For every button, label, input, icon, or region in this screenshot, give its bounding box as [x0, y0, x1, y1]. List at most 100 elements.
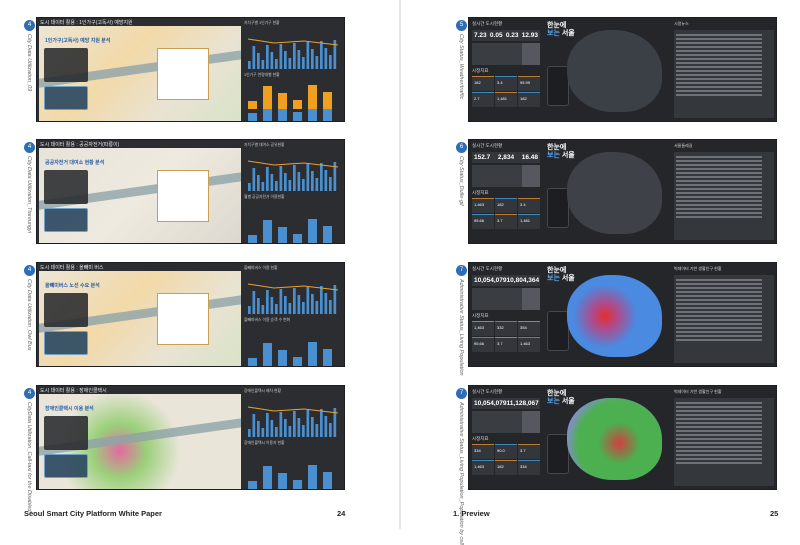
- indicator-cell: 95.99: [518, 76, 540, 91]
- summary-box: [472, 165, 540, 187]
- map: 1인가구(고독사) 예방 지원 분석: [39, 26, 241, 121]
- indicator-cell: 3.7: [495, 214, 517, 229]
- headline-highlight: 보는: [547, 152, 560, 159]
- chart-bar: [320, 163, 323, 191]
- indicator-grid: 334 90.0 3.7 1,463 182 334: [472, 444, 540, 475]
- seoul-map[interactable]: [567, 398, 662, 480]
- seoul-map[interactable]: [567, 275, 662, 357]
- chart-bar: [311, 49, 314, 69]
- dashboard-headline: 한눈에 보는 서울: [547, 22, 575, 38]
- panel-title: 실시간 도시현황: [472, 266, 503, 271]
- chart-bar: [293, 411, 296, 437]
- map-layer-controls[interactable]: [547, 66, 569, 106]
- trend-line: [247, 406, 339, 414]
- panel-title: 실시간 도시현황: [472, 143, 503, 148]
- chart-title: 장애인콜택시 배차 현황: [244, 389, 282, 393]
- chart-bar: [275, 304, 278, 314]
- chart-bar: [324, 293, 328, 314]
- right-entry: 5 City Status_Weather/traffic 실시간 도시현황 7…: [400, 17, 800, 123]
- seoul-map[interactable]: [567, 152, 662, 234]
- panel-title: 실시간 도시현황: [472, 21, 503, 26]
- chart-title: 장애인콜택시 이용자 현황: [244, 441, 285, 445]
- right-entry: 7 Administrative Status_Living Populatio…: [400, 385, 800, 545]
- list-line: [676, 180, 763, 182]
- chart-bar: [261, 182, 265, 191]
- list-line: [676, 78, 763, 80]
- headline-word: 서울: [561, 152, 575, 159]
- chart-bar: [248, 113, 257, 121]
- chart-bar: [306, 410, 310, 437]
- kpi-value: 0.05: [489, 32, 503, 39]
- map-layer-controls[interactable]: [547, 311, 569, 351]
- chart-bar: [308, 219, 317, 243]
- entry-label: Administrative Status_Living Population_…: [458, 402, 464, 545]
- detail-popup: [157, 48, 209, 100]
- chart-bar: [278, 473, 287, 489]
- list-line: [676, 323, 763, 325]
- analysis-panel: [44, 331, 88, 355]
- chart-bar: [279, 44, 283, 69]
- kpi-value: 152.7: [474, 154, 491, 161]
- kpi-row: 10,054,079 11,128,067: [472, 398, 540, 409]
- chart-bar: [257, 175, 260, 191]
- list-line: [676, 430, 763, 432]
- page-gutter: [399, 0, 401, 529]
- list-line: [676, 204, 763, 206]
- map-layer-controls[interactable]: [547, 434, 569, 474]
- section-title: 시정지표: [472, 436, 489, 441]
- list-line: [676, 303, 763, 305]
- dashboard-headline: 한눈에 보는 서울: [547, 144, 575, 160]
- chart-bar: [311, 294, 314, 314]
- kpi-value: 7.23: [474, 32, 487, 39]
- list-line: [676, 402, 763, 404]
- chart-bar: [270, 297, 274, 314]
- section-title: 시정지표: [472, 68, 489, 73]
- seoul-map[interactable]: [567, 30, 662, 112]
- chart-bar: [323, 472, 332, 489]
- list-line: [676, 426, 763, 428]
- map-layer-controls[interactable]: [547, 188, 569, 228]
- indicator-cell: 3.4: [495, 76, 517, 91]
- chart-bar: [263, 86, 272, 109]
- bar-chart: [247, 160, 339, 191]
- chart-bar: [311, 417, 314, 437]
- summary-button[interactable]: [522, 411, 540, 433]
- map-headline: 장애인콜택시 이용 분석: [45, 406, 94, 412]
- chart-bar: [278, 105, 287, 121]
- chart-bar: [288, 426, 292, 437]
- indicator-grid: 1,463 182 3.4 95.66 3.7 1,481: [472, 198, 540, 229]
- list-title: 빅데이터 기반 생활인구 현황: [674, 266, 722, 271]
- summary-button[interactable]: [522, 43, 540, 65]
- legend-panel: [44, 416, 88, 450]
- list-line: [676, 315, 763, 317]
- trend-line: [247, 283, 339, 291]
- chart-bar: [284, 296, 287, 314]
- headline-highlight: 보는: [547, 275, 560, 282]
- chart-bar: [270, 52, 274, 69]
- list-body: [674, 398, 774, 486]
- list-line: [676, 192, 763, 194]
- summary-button[interactable]: [522, 288, 540, 310]
- bar-chart: [247, 38, 339, 69]
- dashboard-title: 도시 데이터 활용 : 올빼미 버스: [40, 265, 104, 271]
- indicator-cell: 182: [518, 92, 540, 107]
- indicator-cell: 182: [472, 76, 494, 91]
- chart-bar: [302, 57, 305, 69]
- chart-bar: [333, 40, 337, 69]
- chart-bar: [275, 181, 278, 191]
- list-line: [676, 311, 763, 313]
- left-footer-title: Seoul Smart City Platform White Paper: [24, 509, 162, 518]
- summary-box: [472, 43, 540, 65]
- left-entry: 4 City Data Utilization_Owl Bus 도시 데이터 활…: [0, 262, 400, 368]
- kpi-value: 10,804,364: [506, 277, 540, 284]
- chart-bar: [284, 173, 287, 191]
- chart-bar: [323, 92, 332, 109]
- list-line: [676, 86, 763, 88]
- summary-button[interactable]: [522, 165, 540, 187]
- chart-bar: [266, 45, 269, 69]
- chart-bar: [324, 416, 328, 437]
- chart-bar: [288, 180, 292, 191]
- chart-title: 1인가구 연령대별 현황: [244, 73, 280, 77]
- indicator-grid: 182 3.4 95.99 2.7 1,481 182: [472, 76, 540, 107]
- chart-panel: 자치구별 대여소 공유현황 월별 공공자전거 이용현황: [244, 143, 342, 243]
